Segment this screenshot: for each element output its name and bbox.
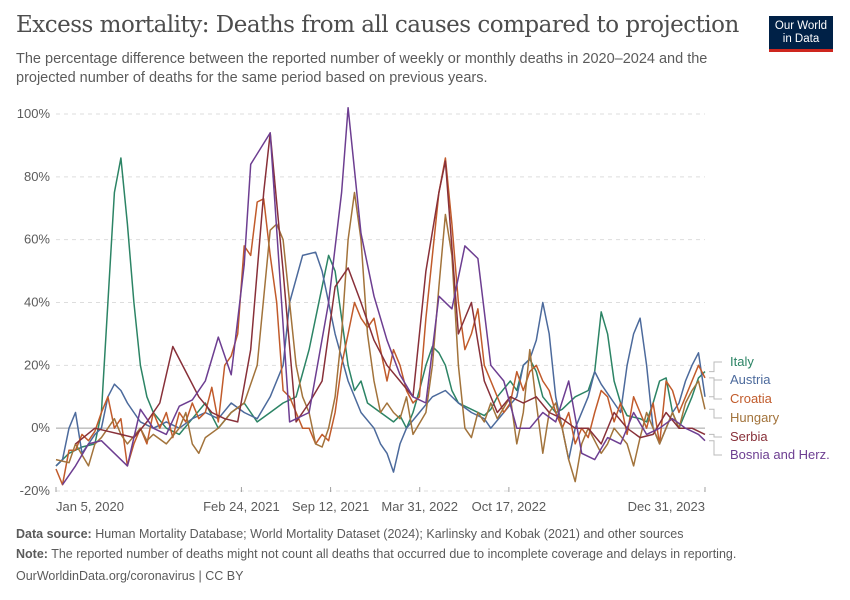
series-line-austria xyxy=(55,251,706,473)
chart-subtitle: The percentage difference between the re… xyxy=(16,51,708,86)
legend-label-italy[interactable]: Italy xyxy=(730,354,754,369)
chart-title: Excess mortality: Deaths from all causes… xyxy=(16,12,739,38)
owid-logo[interactable]: Our World in Data xyxy=(769,16,833,52)
series-line-italy xyxy=(55,157,706,467)
x-tick-label: Oct 17, 2022 xyxy=(472,499,546,514)
legend-connector xyxy=(709,440,722,456)
logo-line-2: in Data xyxy=(782,33,820,45)
series-line-serbia xyxy=(75,132,706,445)
x-axis: Jan 5, 2020 Feb 24, 2021 Sep 12, 2021 Mar 3… xyxy=(55,487,706,514)
legend-label-bosnia-and-herz-[interactable]: Bosnia and Herz. xyxy=(730,447,830,462)
legend: Italy Austria Croatia Hungary Serbia Bosnia a… xyxy=(709,354,830,462)
x-tick-label: Feb 24, 2021 xyxy=(203,499,280,514)
legend-label-hungary[interactable]: Hungary xyxy=(730,410,780,425)
legend-connector xyxy=(709,408,722,419)
y-tick-label: 100% xyxy=(17,106,51,121)
series-lines xyxy=(55,106,706,486)
y-tick-label: -20% xyxy=(20,483,51,498)
legend-connector xyxy=(709,361,722,373)
x-tick-label: Jan 5, 2020 xyxy=(56,499,124,514)
note-label: Note: xyxy=(16,547,48,561)
y-axis: -20% 0% 20% 40% 60% 80% 100% xyxy=(17,106,51,498)
logo-line-1: Our World xyxy=(774,20,828,32)
legend-label-croatia[interactable]: Croatia xyxy=(730,391,773,406)
y-tick-label: 0% xyxy=(31,420,50,435)
y-tick-label: 80% xyxy=(24,169,50,184)
y-tick-label: 40% xyxy=(24,295,50,310)
data-source-label: Data source: xyxy=(16,527,92,541)
x-tick-label: Mar 31, 2022 xyxy=(381,499,458,514)
x-tick-label: Sep 12, 2021 xyxy=(292,499,369,514)
data-source-note: Data source: Human Mortality Database; W… xyxy=(16,527,683,541)
x-tick-label: Dec 31, 2023 xyxy=(628,499,705,514)
legend-connector xyxy=(709,433,722,438)
legend-connector xyxy=(709,377,722,400)
series-line-bosnia-and-herz- xyxy=(61,106,706,486)
line-chart: -20% 0% 20% 40% 60% 80% 100% Jan 5, 2020 Feb 24… xyxy=(17,106,830,514)
y-tick-label: 60% xyxy=(24,232,50,247)
gridlines xyxy=(56,113,705,492)
legend-label-austria[interactable]: Austria xyxy=(730,372,771,387)
series-line-hungary xyxy=(55,191,706,483)
note-text: The reported number of deaths might not … xyxy=(47,547,737,561)
y-tick-label: 20% xyxy=(24,357,50,372)
source-url-link[interactable]: OurWorldinData.org/coronavirus | CC BY xyxy=(16,569,244,583)
note: Note: The reported number of deaths migh… xyxy=(16,547,736,561)
series-line-croatia xyxy=(55,157,706,486)
data-source-text: Human Mortality Database; World Mortalit… xyxy=(91,527,684,541)
legend-label-serbia[interactable]: Serbia xyxy=(730,429,768,444)
legend-connector xyxy=(709,379,722,398)
